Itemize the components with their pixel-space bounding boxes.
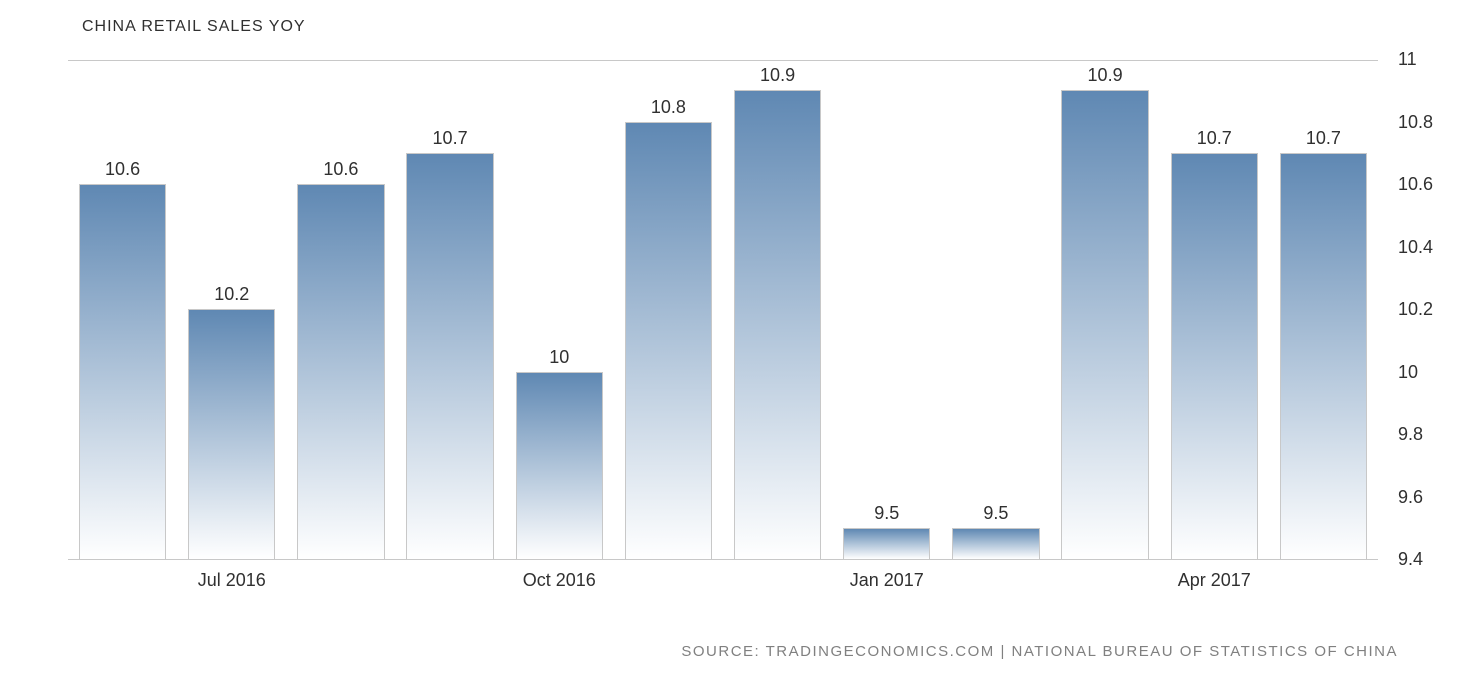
chart-bar (188, 309, 275, 559)
chart-bar (297, 184, 384, 559)
x-axis-tick: Jan 2017 (817, 570, 957, 591)
chart-bar (1171, 153, 1258, 559)
chart-bar (843, 528, 930, 559)
chart-bar-value: 10.9 (1045, 65, 1165, 86)
x-axis-tick: Oct 2016 (489, 570, 629, 591)
chart-bar-value: 10.8 (608, 97, 728, 118)
chart-bar-value: 10.7 (1263, 128, 1383, 149)
chart-bar (952, 528, 1039, 559)
chart-bar (516, 372, 603, 560)
chart-title: CHINA RETAIL SALES YOY (82, 18, 306, 36)
chart-bar-value: 10.2 (172, 284, 292, 305)
chart-bar-value: 10 (499, 347, 619, 368)
chart-bar (1061, 90, 1148, 559)
chart-bar-value: 10.7 (1154, 128, 1274, 149)
y-axis-tick: 11 (1398, 49, 1417, 70)
y-axis-tick: 10 (1398, 362, 1418, 383)
y-axis-tick: 10.6 (1398, 174, 1433, 195)
y-axis-tick: 9.4 (1398, 549, 1423, 570)
chart-bar (1280, 153, 1367, 559)
chart-bar (625, 122, 712, 560)
chart-bar-value: 10.6 (63, 159, 183, 180)
y-axis-tick: 10.2 (1398, 299, 1433, 320)
chart-bar-value: 10.7 (390, 128, 510, 149)
y-axis-tick: 10.8 (1398, 112, 1433, 133)
chart-bar (734, 90, 821, 559)
x-axis-tick: Jul 2016 (162, 570, 302, 591)
y-axis-tick: 9.6 (1398, 487, 1423, 508)
chart-bar-value: 9.5 (936, 503, 1056, 524)
chart-bar (406, 153, 493, 559)
chart-bar-value: 10.9 (718, 65, 838, 86)
chart-source: SOURCE: TRADINGECONOMICS.COM | NATIONAL … (681, 643, 1398, 660)
chart-bar (79, 184, 166, 559)
x-axis-tick: Apr 2017 (1144, 570, 1284, 591)
y-axis-tick: 9.8 (1398, 424, 1423, 445)
y-axis-tick: 10.4 (1398, 237, 1433, 258)
chart-bar-value: 9.5 (827, 503, 947, 524)
chart-bar-value: 10.6 (281, 159, 401, 180)
